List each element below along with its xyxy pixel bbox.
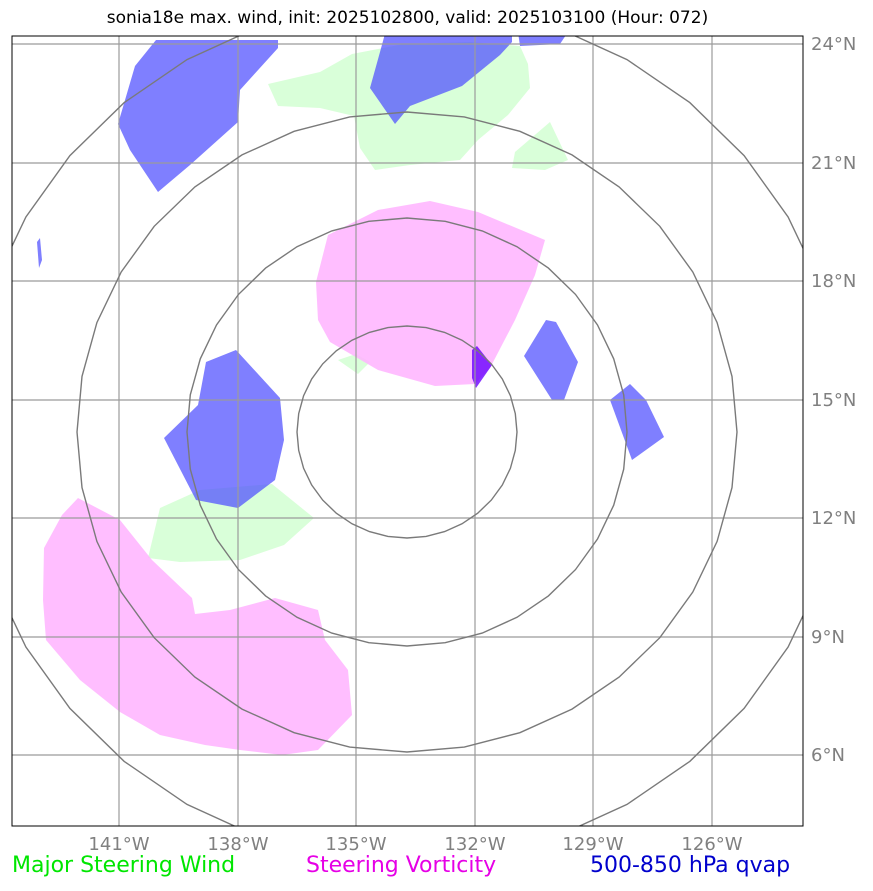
distance-ring	[76, 111, 738, 753]
plot-title: sonia18e max. wind, init: 2025102800, va…	[106, 8, 709, 28]
lon-label: 126°W	[681, 834, 742, 855]
distance-rings	[12, 36, 803, 826]
lat-label: 6°N	[811, 745, 845, 766]
steering-vorticity-area	[43, 498, 352, 755]
lon-label: 141°W	[88, 834, 149, 855]
legend-steering-wind: Major Steering Wind	[12, 853, 236, 878]
steering-wind-area	[512, 122, 568, 170]
lat-label: 12°N	[811, 508, 856, 529]
lon-label: 135°W	[325, 834, 386, 855]
lon-label: 138°W	[207, 834, 268, 855]
lat-label: 9°N	[811, 627, 845, 648]
distance-ring	[12, 36, 803, 826]
gridlines	[12, 36, 803, 826]
legend-qvap: 500-850 hPa qvap	[590, 853, 791, 878]
lat-label: 24°N	[811, 34, 856, 55]
qvap-area	[524, 320, 578, 400]
steering-wind-area	[148, 484, 314, 562]
latitude-labels: 24°N 21°N 18°N 15°N 12°N 9°N 6°N	[811, 34, 856, 766]
distance-ring	[186, 217, 628, 647]
map-frame	[11, 35, 804, 827]
qvap-area	[118, 40, 278, 192]
lon-label: 132°W	[444, 834, 505, 855]
legend-steering-vorticity: Steering Vorticity	[306, 853, 497, 878]
lat-label: 15°N	[811, 390, 856, 411]
qvap-area	[610, 384, 664, 460]
lat-label: 21°N	[811, 153, 856, 174]
qvap-area	[37, 238, 42, 268]
qvap-area	[164, 350, 284, 508]
steering-vorticity-area	[316, 201, 545, 386]
qvap-area	[370, 36, 512, 124]
qvap-area	[472, 346, 492, 388]
longitude-labels: 141°W 138°W 135°W 132°W 129°W 126°W	[88, 834, 742, 855]
steering-vorticity-areas	[43, 201, 545, 755]
lon-label: 129°W	[562, 834, 623, 855]
distance-ring	[296, 325, 518, 539]
lat-label: 18°N	[811, 271, 856, 292]
